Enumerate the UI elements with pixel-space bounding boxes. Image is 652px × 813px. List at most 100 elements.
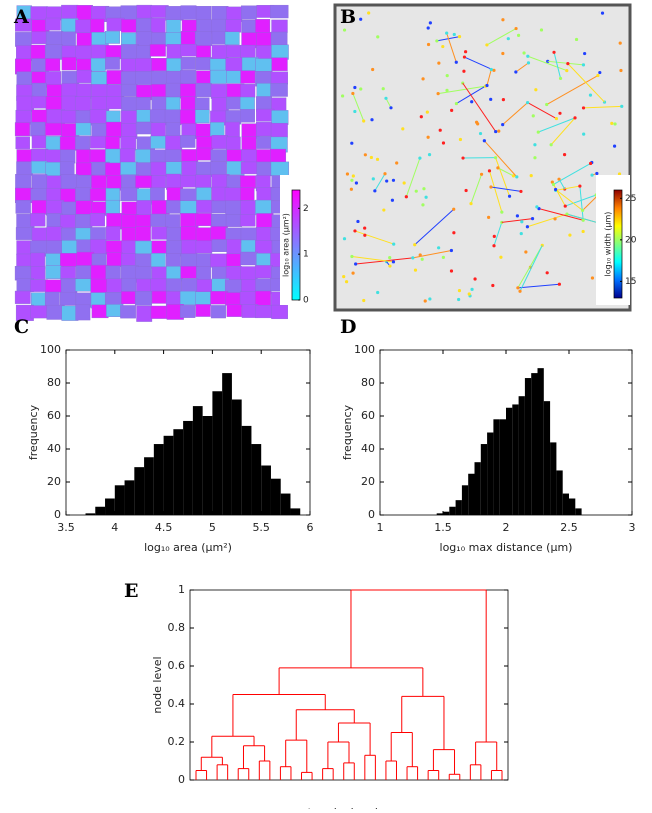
node	[373, 189, 376, 192]
cell	[46, 200, 64, 215]
node	[350, 188, 353, 191]
cell	[226, 254, 240, 266]
node	[483, 139, 486, 142]
node	[452, 231, 455, 234]
cell	[15, 291, 30, 304]
node	[496, 166, 499, 169]
node	[350, 255, 353, 258]
cell	[121, 291, 136, 304]
node	[428, 153, 431, 156]
cell	[46, 241, 64, 255]
cell	[75, 97, 91, 112]
cell	[257, 83, 272, 98]
node	[392, 260, 395, 263]
node	[552, 183, 555, 186]
cell	[105, 57, 119, 69]
node	[530, 174, 533, 177]
cell	[271, 123, 288, 137]
cell	[121, 72, 137, 86]
cell	[166, 174, 181, 189]
cell	[151, 162, 166, 175]
cell	[76, 305, 91, 320]
cell	[151, 58, 168, 71]
cell	[32, 83, 46, 96]
node	[492, 69, 495, 72]
node	[470, 288, 473, 291]
node	[601, 12, 604, 15]
cell	[75, 46, 92, 61]
node	[507, 37, 510, 40]
cell	[60, 292, 76, 305]
cell	[45, 292, 59, 306]
cell	[76, 149, 90, 164]
cell	[166, 253, 180, 266]
bar	[134, 467, 144, 515]
node	[535, 205, 538, 208]
node	[494, 130, 497, 133]
node	[376, 35, 379, 38]
y-tick-label: 0.6	[168, 659, 186, 672]
cell	[272, 58, 288, 71]
cell	[196, 57, 213, 70]
y-axis-label: frequency	[341, 404, 354, 460]
cell	[106, 188, 120, 202]
cell	[196, 71, 211, 85]
node	[421, 203, 424, 206]
cell	[226, 228, 243, 241]
cell	[226, 97, 240, 109]
cell	[90, 149, 106, 162]
bar	[456, 500, 462, 515]
cell	[136, 122, 152, 134]
x-tick-label: 1.5	[434, 521, 452, 534]
cell	[196, 213, 212, 226]
node	[578, 184, 581, 187]
cell	[77, 5, 93, 21]
cell	[106, 122, 121, 138]
cell	[271, 45, 288, 60]
node	[341, 94, 344, 97]
bar	[95, 507, 105, 515]
bar	[443, 512, 449, 515]
cell	[180, 135, 195, 147]
bar	[519, 396, 525, 515]
cell	[77, 70, 92, 83]
node	[489, 98, 492, 101]
cell	[45, 162, 62, 177]
cell	[16, 227, 33, 239]
cell	[210, 70, 226, 84]
cell	[165, 33, 183, 46]
node	[502, 98, 505, 101]
node	[590, 173, 593, 176]
bar	[506, 408, 512, 515]
bar	[203, 416, 213, 515]
cell	[30, 122, 45, 136]
cell	[121, 6, 139, 20]
cell	[60, 215, 75, 228]
x-tick-label: 3.5	[57, 521, 75, 534]
node	[534, 88, 537, 91]
cell	[47, 84, 63, 97]
node	[524, 250, 527, 253]
cell	[256, 213, 273, 227]
cell	[151, 214, 166, 226]
node	[363, 234, 366, 237]
cell	[62, 71, 79, 85]
node	[439, 129, 442, 132]
cell	[46, 31, 63, 44]
y-tick-label: 80	[361, 376, 375, 389]
bar	[525, 378, 531, 515]
node	[420, 115, 423, 118]
cell	[136, 279, 150, 292]
node	[457, 298, 460, 301]
node	[421, 77, 424, 80]
node	[422, 187, 425, 190]
node	[351, 92, 354, 95]
node	[613, 144, 616, 147]
colorbar-tick-label: 25	[625, 194, 636, 204]
node	[582, 63, 585, 66]
y-tick-label: 20	[47, 475, 61, 488]
node	[388, 264, 391, 267]
node	[455, 102, 458, 105]
cell	[75, 279, 91, 292]
bar	[271, 479, 281, 515]
